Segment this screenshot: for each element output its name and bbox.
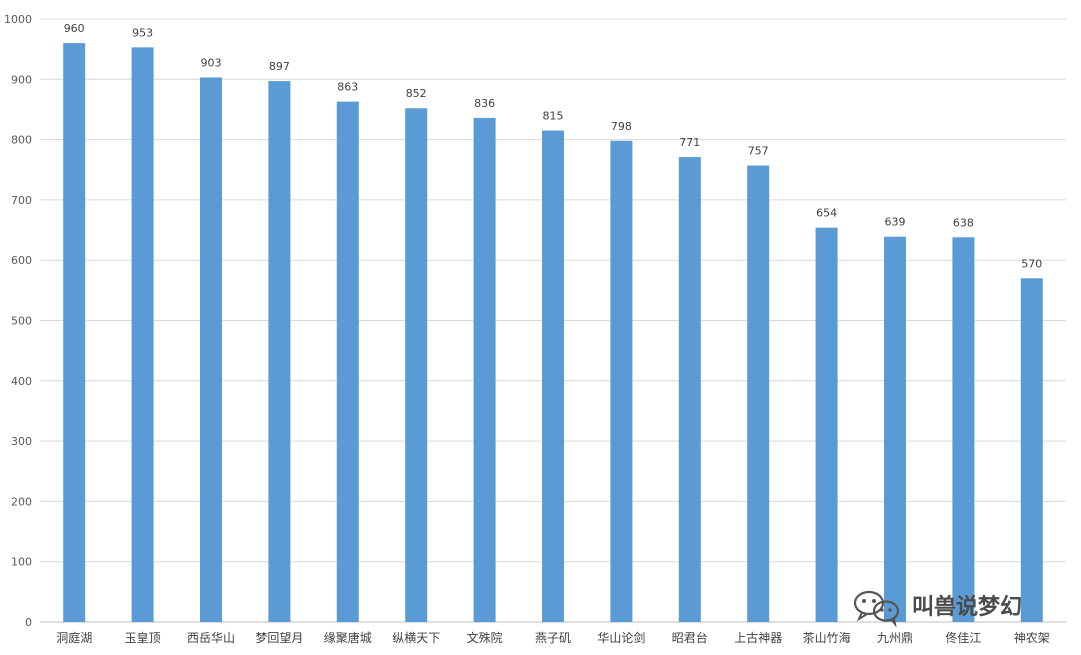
data-label: 903 [201, 56, 222, 69]
x-tick-label: 纵横天下 [392, 631, 440, 645]
y-tick-label: 500 [11, 315, 32, 328]
bar [610, 140, 633, 622]
x-tick-label: 上古神器 [734, 630, 782, 645]
data-label: 836 [474, 97, 495, 110]
y-tick-label: 700 [11, 194, 32, 207]
x-tick-label: 九州鼎 [877, 631, 913, 645]
bar [1020, 278, 1043, 622]
x-tick-label: 梦回望月 [255, 631, 303, 645]
bar [336, 101, 359, 622]
bar [542, 130, 564, 622]
wechat-icon [853, 590, 900, 628]
x-tick-label: 缘聚唐城 [324, 630, 372, 645]
y-tick-label: 400 [11, 375, 32, 388]
data-label: 815 [543, 110, 564, 123]
bar [678, 157, 701, 622]
data-label: 638 [953, 216, 974, 229]
y-tick-label: 1000 [4, 13, 32, 26]
data-label: 771 [679, 136, 700, 149]
y-tick-label: 900 [11, 73, 32, 86]
x-tick-label: 燕子矶 [535, 631, 571, 645]
bar [884, 236, 906, 623]
y-tick-label: 100 [11, 556, 32, 569]
y-tick-label: 0 [25, 616, 32, 629]
x-axis: 洞庭湖 玉皇顶 西岳华山 梦回望月 缘聚唐城 纵横天下 文殊院 燕子矶 华山论剑 昭君台 上古神器 茶… [56, 630, 1050, 645]
x-tick-label: 洞庭湖 [56, 630, 92, 645]
bar [405, 108, 428, 622]
bar [268, 81, 291, 622]
y-tick-label: 600 [11, 254, 32, 267]
bar [131, 47, 154, 622]
data-label: 953 [132, 26, 153, 39]
data-label: 570 [1021, 257, 1042, 270]
data-label: 798 [611, 120, 632, 133]
data-label: 897 [269, 60, 290, 73]
x-tick-label: 佟佳江 [945, 630, 981, 645]
watermark-text: 叫兽说梦幻 [912, 594, 1022, 620]
x-tick-label: 华山论剑 [597, 630, 645, 645]
y-tick-label: 200 [11, 495, 32, 508]
x-tick-label: 神农架 [1014, 631, 1050, 645]
bars [63, 43, 1043, 623]
bar [200, 77, 222, 623]
data-label: 639 [885, 216, 906, 229]
y-axis: 0 100 200 300 400 500 600 700 800 900 1000 [4, 13, 32, 629]
x-tick-label: 西岳华山 [187, 631, 235, 645]
bar [952, 237, 975, 622]
bar [63, 43, 86, 623]
data-label: 863 [337, 81, 358, 94]
bar [473, 117, 496, 622]
bar [747, 165, 770, 623]
data-label: 960 [64, 22, 85, 35]
watermark: 叫兽说梦幻 [853, 590, 1022, 628]
x-tick-label: 昭君台 [672, 630, 708, 645]
y-tick-label: 300 [11, 435, 32, 448]
x-tick-label: 茶山竹海 [803, 630, 851, 645]
x-tick-label: 文殊院 [467, 630, 503, 645]
data-labels: 960 953 903 897 863 852 836 815 798 771 757 654 639 6… [64, 22, 1043, 270]
bar [815, 227, 838, 622]
x-tick-label: 玉皇顶 [125, 631, 161, 645]
data-label: 654 [816, 207, 837, 220]
data-label: 757 [748, 145, 769, 158]
data-label: 852 [406, 87, 427, 100]
y-tick-label: 800 [11, 134, 32, 147]
